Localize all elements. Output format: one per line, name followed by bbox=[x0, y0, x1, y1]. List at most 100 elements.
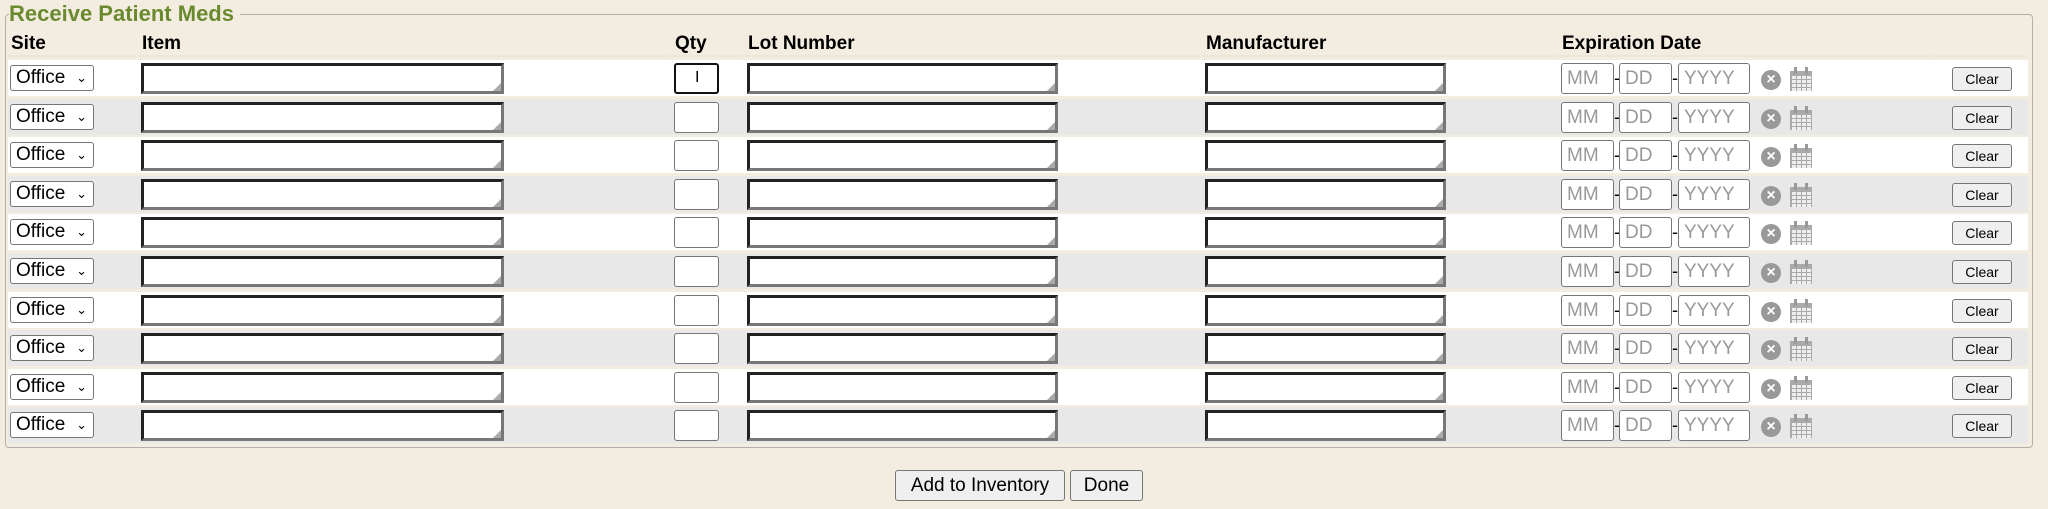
manufacturer-input[interactable] bbox=[1205, 101, 1446, 133]
manufacturer-input[interactable] bbox=[1205, 178, 1446, 210]
exp-day-input[interactable]: DD bbox=[1619, 140, 1672, 172]
exp-year-input[interactable]: YYYY bbox=[1678, 178, 1750, 210]
item-input[interactable] bbox=[141, 410, 504, 442]
clear-row-button[interactable]: Clear bbox=[1952, 144, 2012, 169]
exp-month-input[interactable]: MM bbox=[1561, 371, 1614, 403]
manufacturer-input[interactable] bbox=[1205, 256, 1446, 287]
site-select[interactable]: Office ⌄ bbox=[10, 258, 94, 284]
site-select[interactable]: Office ⌄ bbox=[10, 180, 94, 207]
exp-day-input[interactable]: DD bbox=[1619, 371, 1672, 403]
calendar-icon[interactable] bbox=[1789, 375, 1813, 401]
site-select[interactable]: Office ⌄ bbox=[10, 142, 94, 169]
clear-row-button[interactable]: Clear bbox=[1952, 260, 2012, 284]
exp-year-input[interactable]: YYYY bbox=[1678, 63, 1750, 94]
lot-number-input[interactable] bbox=[747, 140, 1058, 172]
clear-date-icon[interactable]: × bbox=[1761, 147, 1781, 168]
clear-row-button[interactable]: Clear bbox=[1952, 67, 2012, 91]
exp-month-input[interactable]: MM bbox=[1561, 410, 1614, 442]
calendar-icon[interactable] bbox=[1789, 66, 1813, 92]
qty-input[interactable] bbox=[674, 63, 719, 94]
exp-year-input[interactable]: YYYY bbox=[1678, 217, 1750, 249]
calendar-icon[interactable] bbox=[1789, 182, 1813, 208]
site-select[interactable]: Office ⌄ bbox=[10, 103, 94, 130]
calendar-icon[interactable] bbox=[1789, 143, 1813, 169]
item-input[interactable] bbox=[141, 333, 504, 365]
exp-month-input[interactable]: MM bbox=[1561, 333, 1614, 365]
exp-day-input[interactable]: DD bbox=[1619, 410, 1672, 442]
clear-date-icon[interactable]: × bbox=[1761, 108, 1781, 129]
calendar-icon[interactable] bbox=[1789, 105, 1813, 131]
calendar-icon[interactable] bbox=[1789, 220, 1813, 246]
exp-day-input[interactable]: DD bbox=[1619, 217, 1672, 249]
item-input[interactable] bbox=[141, 294, 504, 326]
qty-input[interactable] bbox=[674, 371, 719, 403]
lot-number-input[interactable] bbox=[747, 294, 1058, 326]
exp-year-input[interactable]: YYYY bbox=[1678, 333, 1750, 365]
exp-day-input[interactable]: DD bbox=[1619, 294, 1672, 326]
qty-input[interactable] bbox=[674, 101, 719, 133]
item-input[interactable] bbox=[141, 371, 504, 403]
qty-input[interactable] bbox=[674, 178, 719, 210]
exp-month-input[interactable]: MM bbox=[1561, 101, 1614, 133]
calendar-icon[interactable] bbox=[1789, 336, 1813, 362]
qty-input[interactable] bbox=[674, 333, 719, 365]
site-select[interactable]: Office ⌄ bbox=[10, 219, 94, 246]
exp-month-input[interactable]: MM bbox=[1561, 178, 1614, 210]
clear-row-button[interactable]: Clear bbox=[1952, 221, 2012, 246]
exp-month-input[interactable]: MM bbox=[1561, 140, 1614, 172]
clear-date-icon[interactable]: × bbox=[1761, 417, 1781, 438]
exp-year-input[interactable]: YYYY bbox=[1678, 140, 1750, 172]
manufacturer-input[interactable] bbox=[1205, 217, 1446, 249]
item-input[interactable] bbox=[141, 140, 504, 172]
exp-year-input[interactable]: YYYY bbox=[1678, 371, 1750, 403]
exp-year-input[interactable]: YYYY bbox=[1678, 410, 1750, 442]
lot-number-input[interactable] bbox=[747, 371, 1058, 403]
exp-year-input[interactable]: YYYY bbox=[1678, 256, 1750, 287]
qty-input[interactable] bbox=[674, 256, 719, 287]
site-select[interactable]: Office ⌄ bbox=[10, 373, 94, 400]
exp-day-input[interactable]: DD bbox=[1619, 256, 1672, 287]
item-input[interactable] bbox=[141, 256, 504, 287]
lot-number-input[interactable] bbox=[747, 101, 1058, 133]
site-select[interactable]: Office ⌄ bbox=[10, 296, 94, 323]
exp-year-input[interactable]: YYYY bbox=[1678, 101, 1750, 133]
clear-row-button[interactable]: Clear bbox=[1952, 105, 2012, 130]
clear-date-icon[interactable]: × bbox=[1761, 70, 1781, 90]
exp-day-input[interactable]: DD bbox=[1619, 101, 1672, 133]
qty-input[interactable] bbox=[674, 217, 719, 249]
item-input[interactable] bbox=[141, 101, 504, 133]
manufacturer-input[interactable] bbox=[1205, 140, 1446, 172]
item-input[interactable] bbox=[141, 63, 504, 94]
manufacturer-input[interactable] bbox=[1205, 63, 1446, 94]
clear-row-button[interactable]: Clear bbox=[1952, 298, 2012, 323]
clear-date-icon[interactable]: × bbox=[1761, 263, 1781, 283]
site-select[interactable]: Office ⌄ bbox=[10, 335, 94, 362]
qty-input[interactable] bbox=[674, 140, 719, 172]
manufacturer-input[interactable] bbox=[1205, 371, 1446, 403]
clear-date-icon[interactable]: × bbox=[1761, 301, 1781, 322]
clear-row-button[interactable]: Clear bbox=[1952, 375, 2012, 400]
manufacturer-input[interactable] bbox=[1205, 410, 1446, 442]
calendar-icon[interactable] bbox=[1789, 298, 1813, 324]
exp-month-input[interactable]: MM bbox=[1561, 256, 1614, 287]
clear-date-icon[interactable]: × bbox=[1761, 224, 1781, 245]
clear-row-button[interactable]: Clear bbox=[1952, 182, 2012, 207]
manufacturer-input[interactable] bbox=[1205, 333, 1446, 365]
site-select[interactable]: Office ⌄ bbox=[10, 65, 94, 91]
qty-input[interactable] bbox=[674, 410, 719, 442]
exp-day-input[interactable]: DD bbox=[1619, 178, 1672, 210]
add-to-inventory-button[interactable]: Add to Inventory bbox=[895, 470, 1065, 501]
calendar-icon[interactable] bbox=[1789, 413, 1813, 439]
lot-number-input[interactable] bbox=[747, 217, 1058, 249]
exp-month-input[interactable]: MM bbox=[1561, 294, 1614, 326]
exp-day-input[interactable]: DD bbox=[1619, 63, 1672, 94]
lot-number-input[interactable] bbox=[747, 256, 1058, 287]
item-input[interactable] bbox=[141, 217, 504, 249]
item-input[interactable] bbox=[141, 178, 504, 210]
lot-number-input[interactable] bbox=[747, 410, 1058, 442]
clear-date-icon[interactable]: × bbox=[1761, 340, 1781, 361]
site-select[interactable]: Office ⌄ bbox=[10, 412, 94, 439]
lot-number-input[interactable] bbox=[747, 333, 1058, 365]
lot-number-input[interactable] bbox=[747, 63, 1058, 94]
exp-year-input[interactable]: YYYY bbox=[1678, 294, 1750, 326]
